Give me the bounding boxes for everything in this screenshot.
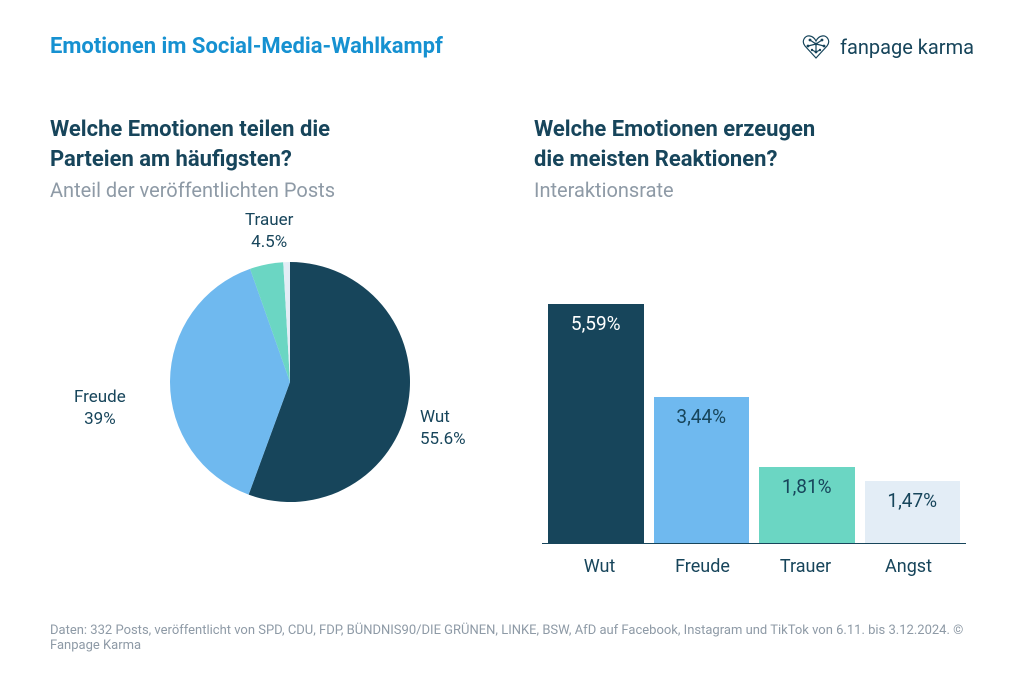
bar-category-freude: Freude <box>651 548 754 582</box>
bar-category-trauer: Trauer <box>754 548 857 582</box>
footer-note: Daten: 332 Posts, veröffentlicht von SPD… <box>50 623 974 653</box>
brand-name: fanpage karma <box>840 35 974 59</box>
bar-x-axis <box>542 543 966 544</box>
bar-value-trauer: 1,81% <box>759 475 855 498</box>
pie-title-line1: Welche Emotionen teilen die <box>50 117 330 142</box>
heart-network-icon <box>802 34 830 60</box>
bar-angst: 1,47% <box>865 481 961 544</box>
bar-subtitle: Interaktionsrate <box>534 178 974 202</box>
pie-title-line2: Parteien am häufigsten? <box>50 147 292 172</box>
brand-logo: fanpage karma <box>802 34 974 60</box>
page-title: Emotionen im Social-Media-Wahlkampf <box>50 34 443 59</box>
bar-title-line1: Welche Emotionen erzeugen <box>534 117 815 142</box>
bar-chart-section: Welche Emotionen erzeugen die meisten Re… <box>534 115 974 582</box>
pie-subtitle: Anteil der veröffentlichten Posts <box>50 178 510 202</box>
pie-chart: Trauer4.5% Freude39% Wut55.6% <box>50 202 510 562</box>
bar-wut: 5,59% <box>548 304 644 544</box>
pie-chart-section: Welche Emotionen teilen die Parteien am … <box>50 115 510 582</box>
bar-value-wut: 5,59% <box>548 312 644 335</box>
pie-label-freude: Freude39% <box>74 387 126 430</box>
bar-value-freude: 3,44% <box>654 405 750 428</box>
bar-title-line2: die meisten Reaktionen? <box>534 147 777 172</box>
bar-chart: 5,59% 3,44% 1,81% 1,47% WutFreudeTrauerAngs… <box>534 242 974 582</box>
bar-trauer: 1,81% <box>759 467 855 545</box>
bar-value-angst: 1,47% <box>865 489 961 512</box>
pie-label-trauer: Trauer4.5% <box>245 210 293 253</box>
pie-label-wut: Wut55.6% <box>420 407 466 450</box>
bar-freude: 3,44% <box>654 397 750 545</box>
bar-category-angst: Angst <box>857 548 960 582</box>
bar-category-wut: Wut <box>548 548 651 582</box>
